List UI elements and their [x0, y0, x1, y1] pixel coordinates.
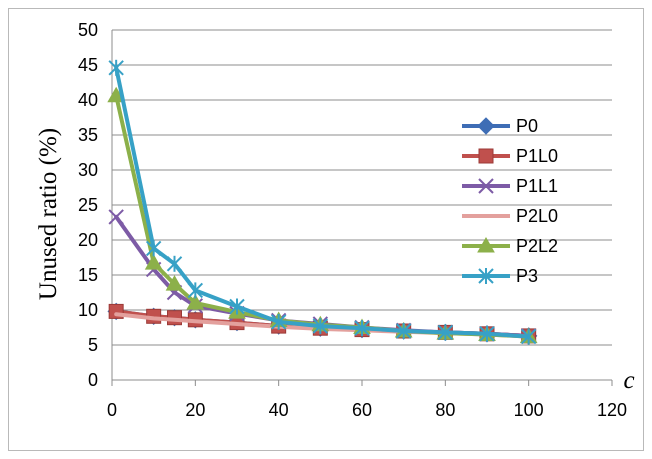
y-tick-label: 30	[78, 160, 98, 180]
data-point	[479, 325, 495, 342]
gridlines	[112, 29, 612, 346]
data-point	[108, 59, 124, 76]
data-point	[395, 323, 412, 339]
data-point	[354, 320, 370, 337]
legend-item: P1L0	[462, 146, 558, 166]
y-axis-title: Unused ratio (%)	[35, 128, 62, 300]
y-tick-label: 0	[88, 370, 98, 390]
data-point	[186, 293, 205, 310]
legend-marker	[478, 268, 494, 284]
legend-label: P3	[516, 266, 538, 286]
axes: 0 5 10 15 20 25 30 35 40 45 50 0 20 40 60 80 100 120	[78, 20, 627, 420]
legend-label: P2L0	[516, 206, 558, 226]
legend-marker	[477, 117, 495, 135]
y-tick-label: 40	[78, 90, 98, 110]
data-point	[229, 298, 245, 315]
data-point	[166, 255, 183, 272]
legend-label: P1L1	[516, 176, 558, 196]
legend-marker	[478, 148, 494, 164]
y-tick-label: 5	[88, 335, 98, 355]
legend-item: P2L0	[462, 206, 558, 226]
data-point	[144, 254, 163, 270]
data-point	[145, 240, 162, 257]
y-tick-label: 25	[78, 195, 98, 215]
y-tick-label: 35	[78, 125, 98, 145]
x-tick-label: 20	[185, 400, 205, 420]
x-tick-label: 40	[269, 400, 289, 420]
legend: P0 P1L0 P1L1 P2L0 P2L2 P3	[462, 116, 558, 286]
data-point	[520, 328, 537, 345]
legend-marker	[477, 236, 495, 253]
series-lines	[107, 59, 538, 345]
y-tick-label: 20	[78, 230, 98, 250]
data-point	[108, 209, 124, 225]
data-point	[187, 282, 204, 299]
x-tick-label: 100	[514, 400, 544, 420]
data-point	[312, 318, 329, 335]
y-tick-label: 10	[78, 300, 98, 320]
legend-label: P2L2	[516, 236, 558, 256]
legend-item: P2L2	[462, 236, 558, 256]
y-tick-label: 50	[78, 20, 98, 40]
y-tick-label: 45	[78, 55, 98, 75]
series-p3	[108, 59, 537, 345]
legend-item: P0	[462, 116, 538, 136]
x-tick-label: 80	[435, 400, 455, 420]
legend-item: P3	[462, 266, 538, 286]
x-axis-title: c	[623, 367, 634, 394]
legend-label: P1L0	[516, 146, 558, 166]
x-tick-label: 120	[597, 400, 627, 420]
data-point	[437, 324, 454, 341]
chart-frame	[8, 8, 644, 451]
data-point	[270, 313, 287, 330]
legend-marker	[478, 178, 494, 194]
legend-item: P1L1	[462, 176, 558, 196]
x-tick-label: 0	[107, 400, 117, 420]
legend-label: P0	[516, 116, 538, 136]
x-tick-label: 60	[352, 400, 372, 420]
y-tick-label: 15	[78, 265, 98, 285]
data-point	[165, 275, 184, 291]
